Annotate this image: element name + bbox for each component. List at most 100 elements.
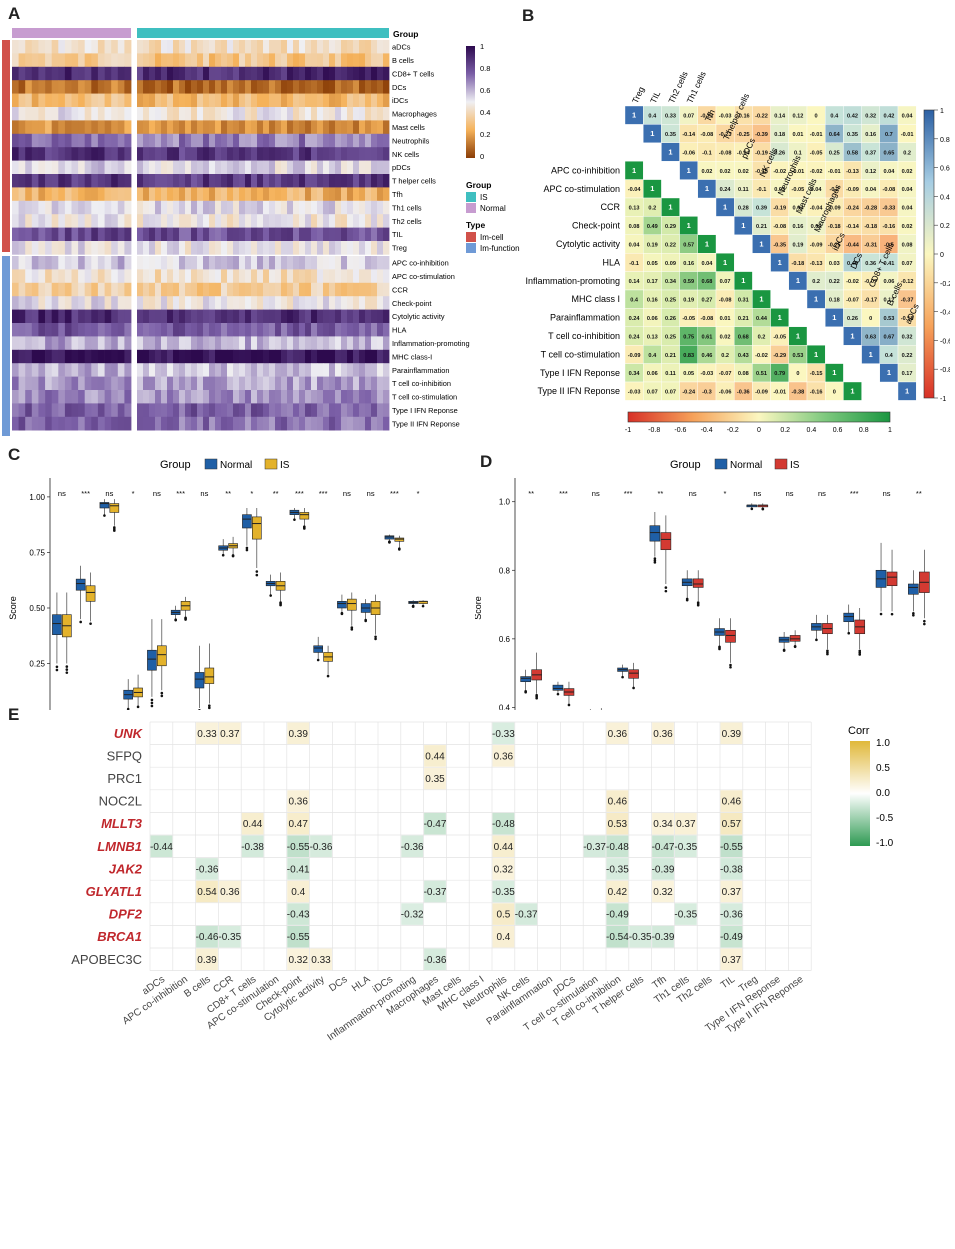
heatmap-row-label: Th1 cells xyxy=(392,203,422,212)
heatmap-cell xyxy=(257,214,264,228)
heatmap-cell xyxy=(215,336,222,351)
heatmap-cell xyxy=(281,390,288,404)
heatmap-cell xyxy=(185,363,192,377)
heatmap-cell xyxy=(281,363,288,377)
heatmap-cell xyxy=(335,107,342,121)
heatmap-cell xyxy=(173,256,180,270)
heatmap-cell xyxy=(281,120,288,135)
heatmap-cell xyxy=(371,403,378,418)
correlation-value: 1 xyxy=(668,203,672,212)
heatmap-cell xyxy=(45,296,53,310)
correlation-value: -0.2 xyxy=(829,187,839,193)
heatmap-cell xyxy=(155,66,162,81)
heatmap-cell xyxy=(233,80,240,94)
heatmap-cell xyxy=(317,390,324,404)
correlation-value: -0.3 xyxy=(702,390,712,396)
corr-value: 0.37 xyxy=(722,887,742,898)
heatmap-cell xyxy=(143,214,150,228)
corr-value: -0.47 xyxy=(652,842,675,853)
significance-label: ns xyxy=(592,489,600,498)
heatmap-cell xyxy=(257,160,264,175)
heatmap-cell xyxy=(71,416,79,431)
correlation-value: -0.07 xyxy=(864,279,877,285)
heatmap-cell xyxy=(275,53,282,68)
heatmap-cell xyxy=(335,403,342,418)
heatmap-cell xyxy=(91,363,99,377)
heatmap-cell xyxy=(137,40,144,54)
heatmap-cell xyxy=(281,40,288,54)
heatmap-cell xyxy=(197,336,204,351)
heatmap-cell xyxy=(209,80,216,94)
heatmap-cell xyxy=(287,66,294,81)
significance-label: *** xyxy=(559,489,568,498)
heatmap-cell xyxy=(58,93,66,108)
heatmap-cell xyxy=(155,241,162,255)
correlation-value: 0.24 xyxy=(629,334,641,340)
heatmap-cell xyxy=(155,363,162,377)
heatmap-cell xyxy=(335,227,342,242)
heatmap-cell xyxy=(245,336,252,351)
correlation-value: -0.18 xyxy=(792,261,805,267)
heatmap-cell xyxy=(227,390,234,404)
heatmap-cell xyxy=(335,390,342,404)
heatmap-cell xyxy=(161,336,168,351)
correlation-value: 0.35 xyxy=(665,132,676,138)
heatmap-cell xyxy=(275,323,282,337)
heatmap-row-label: HLA xyxy=(392,326,406,335)
panel-e-gene-correlation: 0.33 0.37 0.39 -0.33 0.36 0.36 0.390.44 0.360.3… xyxy=(71,721,894,1043)
heatmap-cell xyxy=(197,214,204,228)
outlier-point xyxy=(65,665,69,668)
heatmap-cell xyxy=(12,200,19,215)
heatmap-cell xyxy=(377,174,384,188)
heatmap-cell xyxy=(233,349,240,364)
heatmap-cell xyxy=(124,93,132,108)
colorbar-tick: 0.2 xyxy=(480,130,490,139)
correlation-value: 0.05 xyxy=(683,371,694,377)
heatmap-cell xyxy=(353,363,360,377)
box xyxy=(85,585,96,602)
correlation-value: 0.49 xyxy=(847,261,858,267)
correlation-value: 0.12 xyxy=(792,114,803,120)
heatmap-cell xyxy=(197,107,204,121)
heatmap-cell xyxy=(269,363,276,377)
box xyxy=(843,612,855,623)
heatmap-cell xyxy=(111,256,119,270)
correlation-value: 0 xyxy=(869,316,872,322)
heatmap-cell xyxy=(251,363,258,377)
heatmap-cell xyxy=(269,147,276,161)
heatmap-cell xyxy=(38,160,46,175)
heatmap-cell xyxy=(371,53,378,68)
heatmap-cell xyxy=(221,269,228,284)
heatmap-cell xyxy=(124,390,132,404)
column-label: DCs xyxy=(327,974,349,994)
outlier-point xyxy=(858,653,862,656)
heatmap-cell xyxy=(71,390,79,404)
heatmap-cell xyxy=(31,174,39,188)
heatmap-cell xyxy=(161,227,168,242)
outlier-point xyxy=(890,612,894,616)
heatmap-cell xyxy=(179,403,186,418)
corr-value: -0.55 xyxy=(720,842,743,853)
significance-label: * xyxy=(724,489,727,498)
significance-label: ns xyxy=(883,489,891,498)
heatmap-cell xyxy=(149,160,156,175)
heatmap-cell xyxy=(269,107,276,121)
heatmap-cell xyxy=(227,187,234,202)
heatmap-cell xyxy=(383,187,390,202)
corr-cell xyxy=(606,880,629,903)
heatmap-cell xyxy=(31,187,39,202)
heatmap-cell xyxy=(58,147,66,161)
heatmap-cell xyxy=(143,390,150,404)
heatmap-cell xyxy=(377,390,384,404)
heatmap-cell xyxy=(31,323,39,337)
heatmap-cell xyxy=(251,174,258,188)
heatmap-cell xyxy=(173,160,180,175)
correlation-value: -0.01 xyxy=(901,132,914,138)
correlation-row-label: Parainflammation xyxy=(550,313,620,323)
heatmap-cell xyxy=(209,241,216,255)
corr-value: -0.35 xyxy=(674,842,697,853)
heatmap-cell xyxy=(269,187,276,202)
heatmap-cell xyxy=(347,296,354,310)
heatmap-cell xyxy=(143,174,150,188)
heatmap-cell xyxy=(203,309,210,324)
